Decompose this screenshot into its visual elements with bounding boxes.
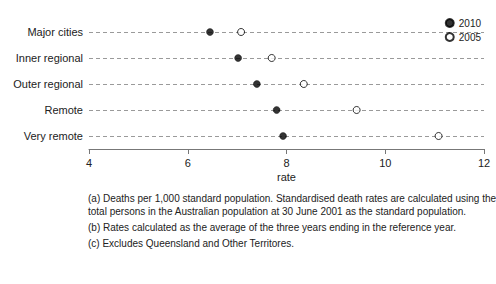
svg-text:2010: 2010 bbox=[459, 18, 482, 29]
svg-text:total persons in the Australia: total persons in the Australian populati… bbox=[88, 206, 466, 217]
svg-text:6: 6 bbox=[185, 157, 191, 169]
svg-text:10: 10 bbox=[379, 157, 391, 169]
svg-text:Remote: Remote bbox=[44, 104, 83, 116]
svg-text:rate: rate bbox=[277, 171, 296, 183]
svg-text:(c) Excludes Queensland and Ot: (c) Excludes Queensland and Other Territ… bbox=[88, 238, 294, 249]
svg-text:Outer regional: Outer regional bbox=[13, 78, 83, 90]
svg-text:4: 4 bbox=[86, 157, 92, 169]
svg-text:2005: 2005 bbox=[459, 32, 482, 43]
svg-text:Inner regional: Inner regional bbox=[16, 52, 83, 64]
svg-text:8: 8 bbox=[283, 157, 289, 169]
svg-text:(b) Rates calculated as the av: (b) Rates calculated as the average of t… bbox=[88, 222, 456, 233]
svg-text:12: 12 bbox=[478, 157, 490, 169]
svg-text:(a) Deaths per 1,000 standard: (a) Deaths per 1,000 standard population… bbox=[88, 193, 496, 204]
svg-text:Very remote: Very remote bbox=[24, 130, 83, 142]
svg-text:Major cities: Major cities bbox=[27, 26, 83, 38]
